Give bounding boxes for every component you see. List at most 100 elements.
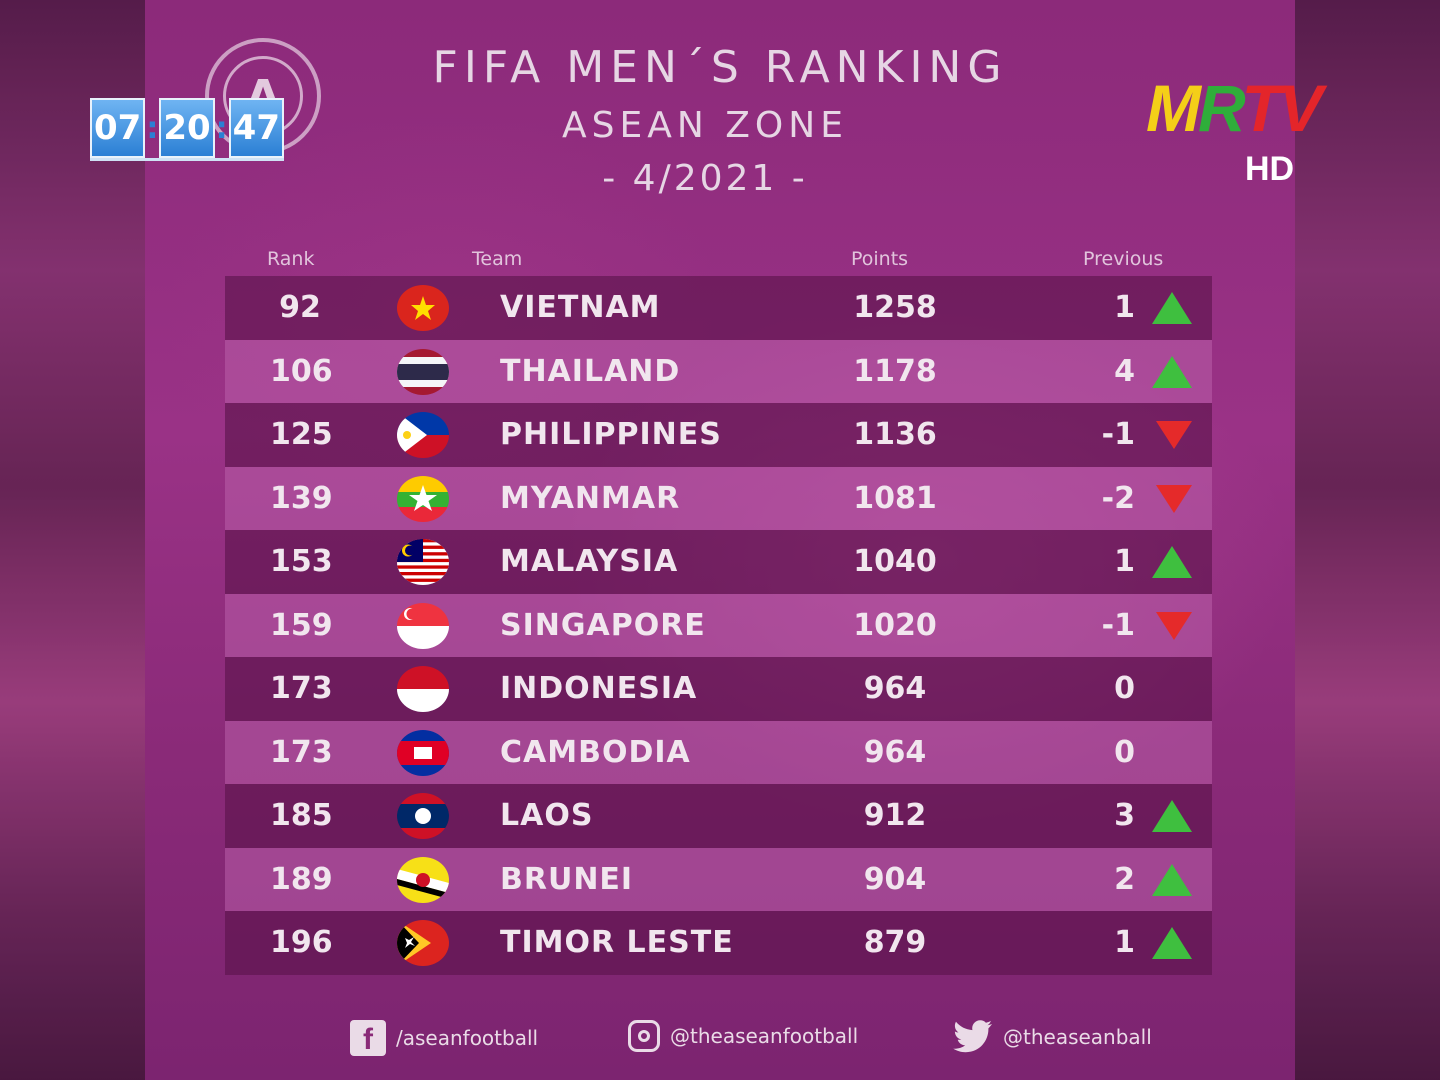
channel-logo-letter: R xyxy=(1197,71,1245,145)
header-rank: Rank xyxy=(267,248,315,270)
table-row: 153 MALAYSIA 1040 1 xyxy=(225,530,1212,594)
rank-cell: 92 xyxy=(279,290,321,325)
indonesia-flag-icon xyxy=(397,666,449,712)
clock-hours: 07 xyxy=(90,98,146,158)
team-cell: TIMOR LESTE xyxy=(500,925,734,960)
team-cell: MALAYSIA xyxy=(500,544,679,579)
channel-logo: MRTV xyxy=(1146,70,1323,146)
team-cell: CAMBODIA xyxy=(500,734,691,770)
thailand-flag-icon xyxy=(397,348,449,395)
cambodia-flag-icon xyxy=(397,729,449,776)
points-cell: 964 xyxy=(863,734,927,770)
rank-cell: 139 xyxy=(270,480,333,516)
rank-cell: 125 xyxy=(270,417,333,452)
clock-minutes: 20 xyxy=(159,98,215,158)
header-points: Points xyxy=(851,248,909,270)
channel-hd-badge: HD xyxy=(1245,150,1295,188)
malaysia-flag-icon xyxy=(397,539,449,585)
rank-cell: 173 xyxy=(270,734,333,770)
trend-up-icon xyxy=(1147,848,1197,911)
points-cell: 1136 xyxy=(853,417,937,452)
team-cell: SINGAPORE xyxy=(500,607,706,643)
singapore-flag-icon xyxy=(397,602,449,649)
team-cell: THAILAND xyxy=(500,353,681,389)
rank-cell: 185 xyxy=(270,798,333,833)
trend-up-icon xyxy=(1147,340,1197,403)
rank-cell: 159 xyxy=(270,607,333,643)
table-row: 173 CAMBODIA 964 0 xyxy=(225,720,1212,784)
vietnam-flag-icon xyxy=(397,285,449,331)
broadcast-clock: 07 : 20 : 47 xyxy=(90,98,284,161)
team-cell: MYANMAR xyxy=(500,480,681,516)
points-cell: 879 xyxy=(863,925,927,960)
table-row: 125 PHILIPPINES 1136 -1 xyxy=(225,403,1212,467)
trend-up-icon xyxy=(1147,911,1197,974)
team-cell: BRUNEI xyxy=(500,861,634,897)
twitter-handle: @theaseanball xyxy=(1003,1025,1152,1049)
instagram-link[interactable]: @theaseanfootball xyxy=(628,1020,858,1052)
trend-down-icon xyxy=(1147,594,1197,657)
rank-cell: 153 xyxy=(270,544,333,579)
graphic-title: FIFA MEN´S RANKING xyxy=(432,42,1008,93)
points-cell: 1258 xyxy=(853,290,937,325)
previous-change-cell: 1 xyxy=(1114,544,1135,579)
graphic-date: - 4/2021 - xyxy=(602,158,808,199)
team-cell: LAOS xyxy=(500,798,594,833)
facebook-link[interactable]: f /aseanfootball xyxy=(350,1020,538,1056)
points-cell: 1040 xyxy=(853,544,937,579)
rank-cell: 189 xyxy=(270,861,333,897)
table-header: Rank Team Points Previous xyxy=(0,248,1440,274)
clock-seconds: 47 xyxy=(228,98,284,158)
previous-change-cell: 3 xyxy=(1114,798,1135,833)
rank-cell: 173 xyxy=(270,671,333,706)
table-row: 106 THAILAND 1178 4 xyxy=(225,339,1212,403)
clock-separator: : xyxy=(215,110,228,146)
instagram-handle: @theaseanfootball xyxy=(670,1024,859,1048)
previous-change-cell: -1 xyxy=(1101,417,1135,452)
previous-change-cell: 0 xyxy=(1114,671,1135,706)
twitter-link[interactable]: @theaseanball xyxy=(953,1020,1152,1054)
table-row: 196 TIMOR LESTE 879 1 xyxy=(225,911,1212,975)
facebook-icon: f xyxy=(350,1020,386,1056)
previous-change-cell: 1 xyxy=(1114,925,1135,960)
points-cell: 964 xyxy=(863,671,927,706)
points-cell: 1081 xyxy=(853,480,937,516)
table-row: 185 LAOS 912 3 xyxy=(225,784,1212,848)
rank-cell: 106 xyxy=(270,353,333,389)
philippines-flag-icon xyxy=(397,412,449,458)
trend-up-icon xyxy=(1147,784,1197,847)
laos-flag-icon xyxy=(397,793,449,839)
trend-up-icon xyxy=(1147,530,1197,593)
table-row: 189 BRUNEI 904 2 xyxy=(225,847,1212,911)
previous-change-cell: 0 xyxy=(1114,734,1135,770)
timor-leste-flag-icon xyxy=(397,920,449,966)
graphic-subtitle: ASEAN ZONE xyxy=(562,105,848,146)
channel-logo-letter: V xyxy=(1278,71,1323,145)
previous-change-cell: -1 xyxy=(1101,607,1135,643)
ranking-table: 92 VIETNAM 1258 1 106 THAILAND 1178 4 125 PHILIPP… xyxy=(225,276,1212,975)
social-footer: f /aseanfootball @theaseanfootball @thea… xyxy=(0,1020,1440,1064)
table-row: 159 SINGAPORE 1020 -1 xyxy=(225,593,1212,657)
trend-none xyxy=(1147,657,1197,720)
points-cell: 1178 xyxy=(853,353,937,389)
myanmar-flag-icon xyxy=(397,475,449,522)
previous-change-cell: 4 xyxy=(1114,353,1135,389)
team-cell: INDONESIA xyxy=(500,671,698,706)
brunei-flag-icon xyxy=(397,856,449,903)
header-team: Team xyxy=(472,248,523,270)
trend-down-icon xyxy=(1147,467,1197,530)
channel-logo-letter: T xyxy=(1241,71,1281,145)
previous-change-cell: 2 xyxy=(1114,861,1135,897)
rank-cell: 196 xyxy=(270,925,333,960)
previous-change-cell: 1 xyxy=(1114,290,1135,325)
background-left-blur xyxy=(0,0,145,1080)
previous-change-cell: -2 xyxy=(1101,480,1135,516)
background-right-blur xyxy=(1295,0,1440,1080)
points-cell: 912 xyxy=(863,798,927,833)
team-cell: PHILIPPINES xyxy=(500,417,722,452)
points-cell: 904 xyxy=(863,861,927,897)
facebook-handle: /aseanfootball xyxy=(396,1026,539,1050)
instagram-icon xyxy=(628,1020,660,1052)
table-row: 92 VIETNAM 1258 1 xyxy=(225,276,1212,340)
points-cell: 1020 xyxy=(853,607,937,643)
